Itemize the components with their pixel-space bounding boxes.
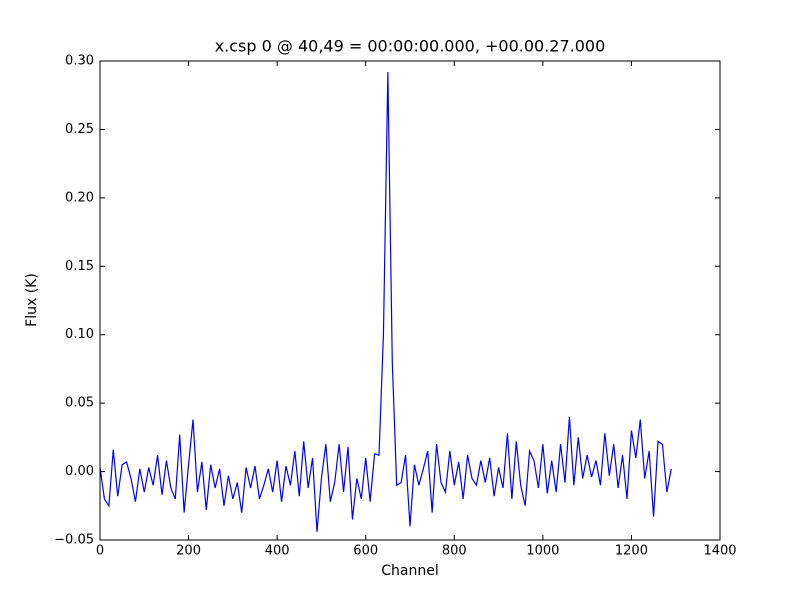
y-tick-label: 0.10: [65, 327, 94, 342]
x-tick-label: 200: [176, 544, 201, 559]
y-tick-label: 0.05: [65, 396, 94, 411]
data-line: [99, 71, 672, 532]
x-tick-label: 0: [96, 544, 104, 559]
x-tick-label: 1400: [703, 544, 736, 559]
x-tick-label: 400: [265, 544, 290, 559]
x-axis-label: Channel: [381, 563, 438, 579]
x-tick-label: 800: [442, 544, 467, 559]
y-tick-label: 0.25: [65, 122, 94, 137]
x-tick-label: 1200: [615, 544, 648, 559]
y-tick-label: 0.15: [65, 259, 94, 274]
x-tick-label: 600: [353, 544, 378, 559]
y-tick-label: 0.00: [65, 464, 94, 479]
chart-title: x.csp 0 @ 40,49 = 00:00:00.000, +00.00.2…: [215, 37, 606, 56]
y-tick-label: 0.30: [65, 54, 94, 69]
y-axis-label: Flux (K): [24, 273, 40, 327]
x-tick-label: 1000: [526, 544, 559, 559]
plot-frame: [99, 60, 721, 541]
y-tick-label: 0.20: [65, 190, 94, 205]
y-tick-label: −0.05: [54, 533, 94, 548]
